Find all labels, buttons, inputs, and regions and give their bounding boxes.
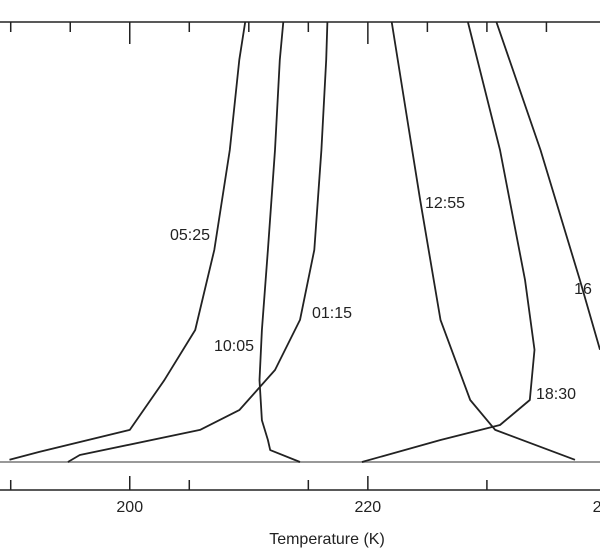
x-tick-label: 240 — [593, 499, 600, 516]
line-label: 10:05 — [214, 338, 254, 355]
line-label: 05:25 — [170, 227, 210, 244]
profile-line — [361, 21, 536, 463]
line-label: 16 — [574, 281, 592, 298]
x-axis-title: Temperature (K) — [269, 531, 385, 548]
x-tick-label: 220 — [355, 499, 382, 516]
profile-line — [495, 21, 600, 351]
profile-line — [258, 21, 301, 463]
line-label: 12:55 — [425, 195, 465, 212]
x-tick-label: 200 — [116, 499, 143, 516]
profile-line — [390, 21, 576, 461]
profile-line — [67, 21, 329, 463]
line-label: 01:15 — [312, 305, 352, 322]
line-label: 18:30 — [536, 386, 576, 403]
profile-line — [9, 21, 247, 461]
